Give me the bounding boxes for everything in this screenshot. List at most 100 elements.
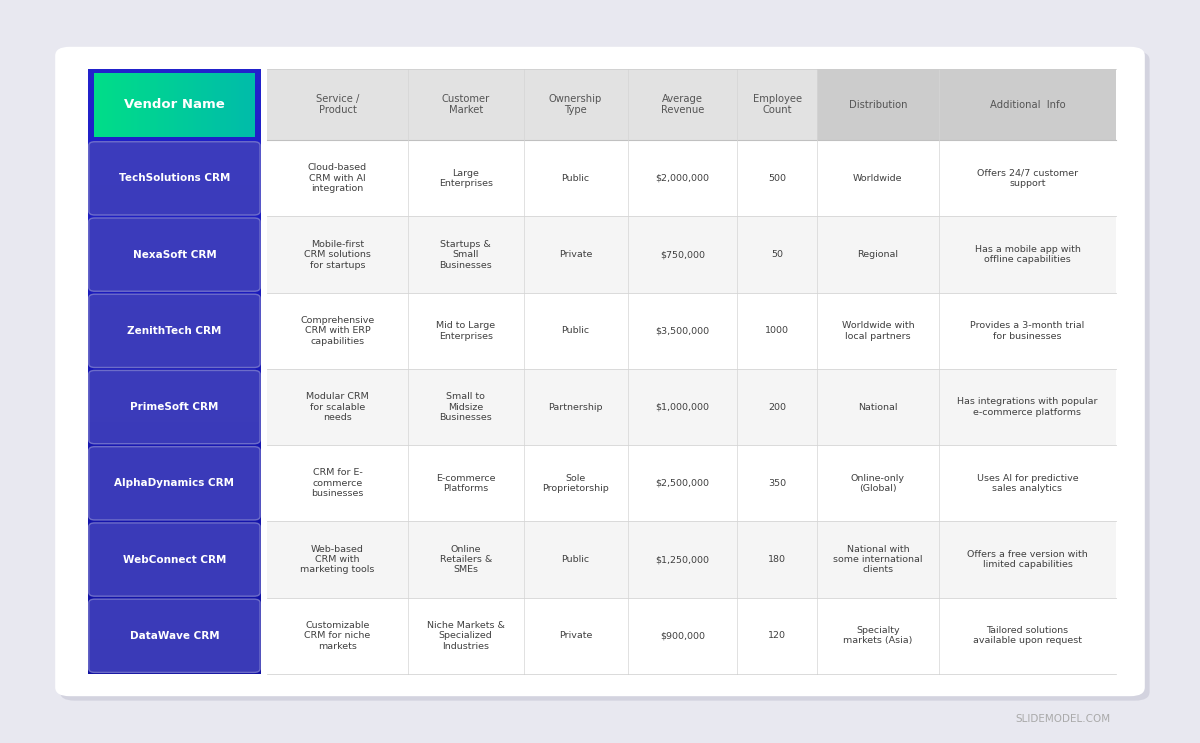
Bar: [185, 73, 188, 137]
Bar: [88, 316, 262, 321]
Text: Public: Public: [562, 174, 589, 183]
Text: AlphaDynamics CRM: AlphaDynamics CRM: [114, 478, 234, 488]
Bar: [88, 609, 262, 614]
Text: 500: 500: [768, 174, 786, 183]
Bar: [88, 150, 262, 155]
Bar: [88, 256, 262, 261]
Bar: [88, 377, 262, 382]
Text: Vendor Name: Vendor Name: [124, 98, 224, 111]
Text: Worldwide with
local partners: Worldwide with local partners: [841, 321, 914, 340]
Bar: [250, 73, 252, 137]
Bar: [88, 114, 262, 120]
Text: Uses AI for predictive
sales analytics: Uses AI for predictive sales analytics: [977, 473, 1079, 493]
Bar: [172, 73, 174, 137]
Bar: [88, 94, 262, 100]
Bar: [88, 266, 262, 270]
Bar: [88, 523, 262, 528]
Text: Public: Public: [562, 555, 589, 564]
Bar: [128, 73, 131, 137]
Text: Small to
Midsize
Businesses: Small to Midsize Businesses: [439, 392, 492, 422]
Bar: [174, 73, 178, 137]
Bar: [239, 73, 241, 137]
Text: Mobile-first
CRM solutions
for startups: Mobile-first CRM solutions for startups: [304, 240, 371, 270]
Bar: [88, 518, 262, 523]
Text: PrimeSoft CRM: PrimeSoft CRM: [131, 402, 218, 412]
Bar: [234, 73, 236, 137]
Bar: [102, 73, 104, 137]
Text: $750,000: $750,000: [660, 250, 704, 259]
Text: Ownership
Type: Ownership Type: [548, 94, 602, 115]
Bar: [88, 145, 262, 150]
Bar: [88, 386, 262, 392]
Text: 180: 180: [768, 555, 786, 564]
Bar: [88, 74, 262, 80]
Text: 200: 200: [768, 403, 786, 412]
Text: $2,000,000: $2,000,000: [655, 174, 709, 183]
Bar: [88, 654, 262, 659]
Text: Average
Revenue: Average Revenue: [661, 94, 704, 115]
Bar: [88, 220, 262, 225]
Bar: [88, 402, 262, 406]
Bar: [163, 73, 167, 137]
Text: $900,000: $900,000: [660, 632, 704, 640]
Bar: [161, 73, 163, 137]
Text: $1,250,000: $1,250,000: [655, 555, 709, 564]
Bar: [88, 331, 262, 337]
Bar: [131, 73, 134, 137]
Bar: [88, 241, 262, 245]
FancyBboxPatch shape: [89, 447, 260, 520]
Bar: [88, 573, 262, 578]
Text: Startups &
Small
Businesses: Startups & Small Businesses: [439, 240, 492, 270]
Bar: [88, 361, 262, 366]
Bar: [88, 498, 262, 502]
Text: 1000: 1000: [766, 326, 790, 335]
Bar: [88, 663, 262, 669]
Bar: [202, 73, 204, 137]
Bar: [88, 493, 262, 498]
Text: Employee
Count: Employee Count: [752, 94, 802, 115]
Text: 350: 350: [768, 478, 786, 488]
Bar: [88, 593, 262, 598]
Bar: [167, 73, 169, 137]
FancyBboxPatch shape: [89, 523, 260, 596]
Bar: [226, 73, 228, 137]
Bar: [88, 513, 262, 518]
Bar: [206, 73, 210, 137]
Bar: [188, 73, 191, 137]
Text: Regional: Regional: [857, 250, 899, 259]
Text: Modular CRM
for scalable
needs: Modular CRM for scalable needs: [306, 392, 368, 422]
Text: NexaSoft CRM: NexaSoft CRM: [132, 250, 216, 259]
Bar: [88, 341, 262, 346]
Bar: [196, 73, 199, 137]
Bar: [628, 69, 738, 140]
Bar: [245, 73, 247, 137]
Bar: [88, 69, 262, 74]
Bar: [738, 69, 817, 140]
Bar: [118, 73, 120, 137]
Bar: [88, 100, 262, 104]
Bar: [88, 306, 262, 311]
Bar: [113, 73, 115, 137]
Text: Has integrations with popular
e-commerce platforms: Has integrations with popular e-commerce…: [958, 398, 1098, 417]
Bar: [268, 522, 1116, 597]
Bar: [817, 69, 938, 140]
Bar: [88, 603, 262, 609]
Bar: [88, 634, 262, 639]
Bar: [88, 649, 262, 654]
Bar: [88, 437, 262, 442]
Bar: [124, 73, 126, 137]
Bar: [88, 357, 262, 361]
Bar: [268, 369, 1116, 445]
Bar: [158, 73, 161, 137]
Bar: [145, 73, 148, 137]
Bar: [88, 296, 262, 301]
Bar: [88, 507, 262, 513]
Bar: [88, 558, 262, 563]
Bar: [88, 291, 262, 296]
Text: 50: 50: [772, 250, 784, 259]
Bar: [134, 73, 137, 137]
Bar: [88, 578, 262, 583]
Text: National: National: [858, 403, 898, 412]
Bar: [88, 270, 262, 276]
Bar: [268, 597, 1116, 674]
